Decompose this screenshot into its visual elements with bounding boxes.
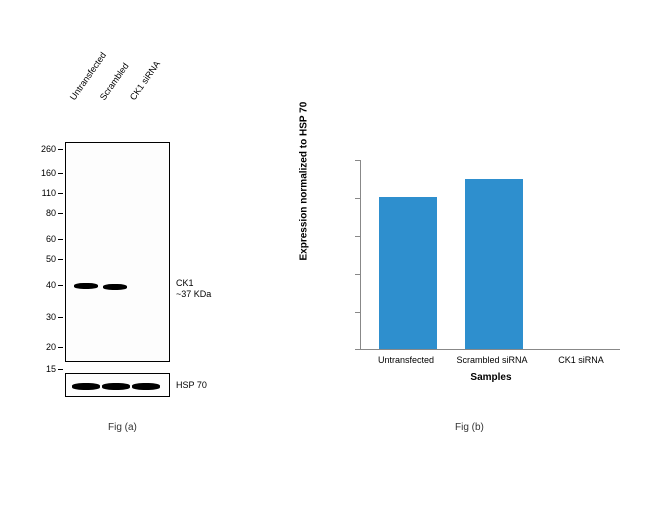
hsp70-band-lane3 [132, 383, 160, 390]
hsp70-band-lane2 [102, 383, 130, 390]
lane-label-3: CK1 siRNA [128, 59, 162, 102]
mw-20: 20 [46, 342, 56, 352]
y-tick [355, 198, 361, 199]
mw-50: 50 [46, 254, 56, 264]
main-blot-membrane [65, 142, 170, 362]
lane-label-2: Scrambled [98, 61, 131, 102]
panel-a-caption: Fig (a) [108, 422, 137, 433]
y-tick [355, 160, 361, 161]
ck1-name: CK1 [176, 278, 211, 289]
x-label-1: Untransfected [361, 355, 451, 365]
y-tick [355, 312, 361, 313]
chart-area: Expression normalized to HSP 70 Untransf… [310, 160, 630, 390]
x-label-3: CK1 siRNA [541, 355, 621, 365]
y-axis-label: Expression normalized to HSP 70 [299, 102, 310, 261]
hsp70-blot-membrane [65, 373, 170, 397]
mw-40: 40 [46, 280, 56, 290]
mw-160: 160 [41, 168, 56, 178]
mw-30: 30 [46, 312, 56, 322]
x-axis-label: Samples [361, 372, 621, 383]
chart-plot-area: Untransfected Scrambled siRNA CK1 siRNA … [360, 160, 620, 350]
bar-untransfected [379, 197, 437, 349]
y-tick [355, 236, 361, 237]
y-tick [355, 349, 361, 350]
panel-b-caption: Fig (b) [455, 422, 484, 433]
panel-a-western-blot: Untransfected Scrambled CK1 siRNA 260 16… [0, 100, 280, 515]
ck1-mw: ~37 KDa [176, 289, 211, 300]
figure-container: Untransfected Scrambled CK1 siRNA 260 16… [0, 0, 650, 515]
hsp70-label: HSP 70 [176, 380, 207, 390]
mw-15: 15 [46, 364, 56, 374]
mw-260: 260 [41, 144, 56, 154]
x-label-2: Scrambled siRNA [447, 355, 537, 365]
hsp70-band-lane1 [72, 383, 100, 390]
panel-b-bar-chart: Expression normalized to HSP 70 Untransf… [280, 100, 650, 515]
mw-110: 110 [42, 188, 56, 198]
y-tick [355, 274, 361, 275]
ck1-band-lane2 [103, 284, 127, 290]
ck1-target-label: CK1 ~37 KDa [176, 278, 211, 300]
mw-60: 60 [46, 234, 56, 244]
ck1-band-lane1 [74, 283, 98, 289]
bar-scrambled [465, 179, 523, 349]
mw-80: 80 [46, 208, 56, 218]
